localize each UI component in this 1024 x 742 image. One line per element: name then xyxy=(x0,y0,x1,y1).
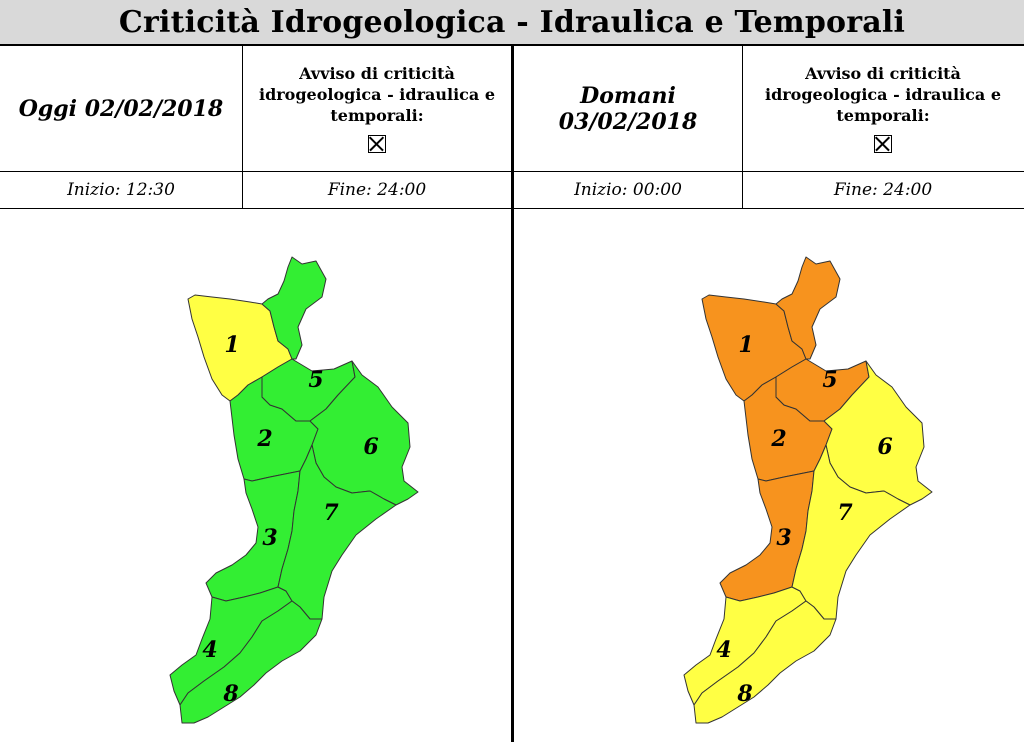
zone-1-label: 1 xyxy=(224,332,239,358)
avviso-line: temporali: xyxy=(330,105,424,125)
zone-8-label: 8 xyxy=(222,681,238,707)
divider xyxy=(742,46,743,209)
zone-7-area xyxy=(791,444,911,620)
zone-8-area xyxy=(693,600,837,724)
zone-7-area xyxy=(277,444,397,620)
zone-2-label: 2 xyxy=(770,426,786,452)
crossed-box-icon xyxy=(874,134,892,153)
zone-3-label: 3 xyxy=(262,525,277,551)
zone-1-label: 1 xyxy=(738,332,753,358)
zone-5-label: 5 xyxy=(308,367,323,393)
calabria-map-tomorrow: 1 2 3 4 5 6 7 8 xyxy=(683,256,933,724)
day-label-tomorrow: Domani 03/02/2018 xyxy=(558,82,698,135)
avviso-line: temporali: xyxy=(836,105,930,125)
zone-6-label: 6 xyxy=(363,434,378,460)
calabria-map-today: 1 2 3 4 5 6 7 8 xyxy=(169,256,419,724)
zone-5-label: 5 xyxy=(822,367,837,393)
start-time-tomorrow: Inizio: 00:00 xyxy=(574,180,682,200)
avviso-line: Avviso di criticità xyxy=(299,64,455,84)
avviso-line: idrogeologica - idraulica e xyxy=(258,85,496,105)
avviso-line: Avviso di criticità xyxy=(805,64,961,84)
zone-6-label: 6 xyxy=(877,434,892,460)
end-time-tomorrow: Fine: 24:00 xyxy=(833,180,933,200)
page-title: Criticità Idrogeologica - Idraulica e Te… xyxy=(0,0,1024,46)
end-time-today: Fine: 24:00 xyxy=(327,180,427,200)
day-divider xyxy=(511,46,514,742)
avviso-tomorrow: Avviso di criticità idrogeologica - idra… xyxy=(742,46,1024,171)
avviso-line: idrogeologica - idraulica e xyxy=(764,85,1002,105)
zone-2-label: 2 xyxy=(256,426,272,452)
avviso-today: Avviso di criticità idrogeologica - idra… xyxy=(242,46,512,171)
zone-3-label: 3 xyxy=(776,525,791,551)
zone-7-label: 7 xyxy=(837,500,853,526)
zone-8-label: 8 xyxy=(736,681,752,707)
zone-7-label: 7 xyxy=(323,500,339,526)
crossed-box-icon xyxy=(368,134,386,153)
start-time-today: Inizio: 12:30 xyxy=(67,180,175,200)
day-label-today: Oggi 02/02/2018 xyxy=(18,95,224,122)
zone-8-area xyxy=(179,600,323,724)
zone-4-label: 4 xyxy=(716,637,731,663)
zone-4-label: 4 xyxy=(202,637,217,663)
divider xyxy=(242,46,243,209)
